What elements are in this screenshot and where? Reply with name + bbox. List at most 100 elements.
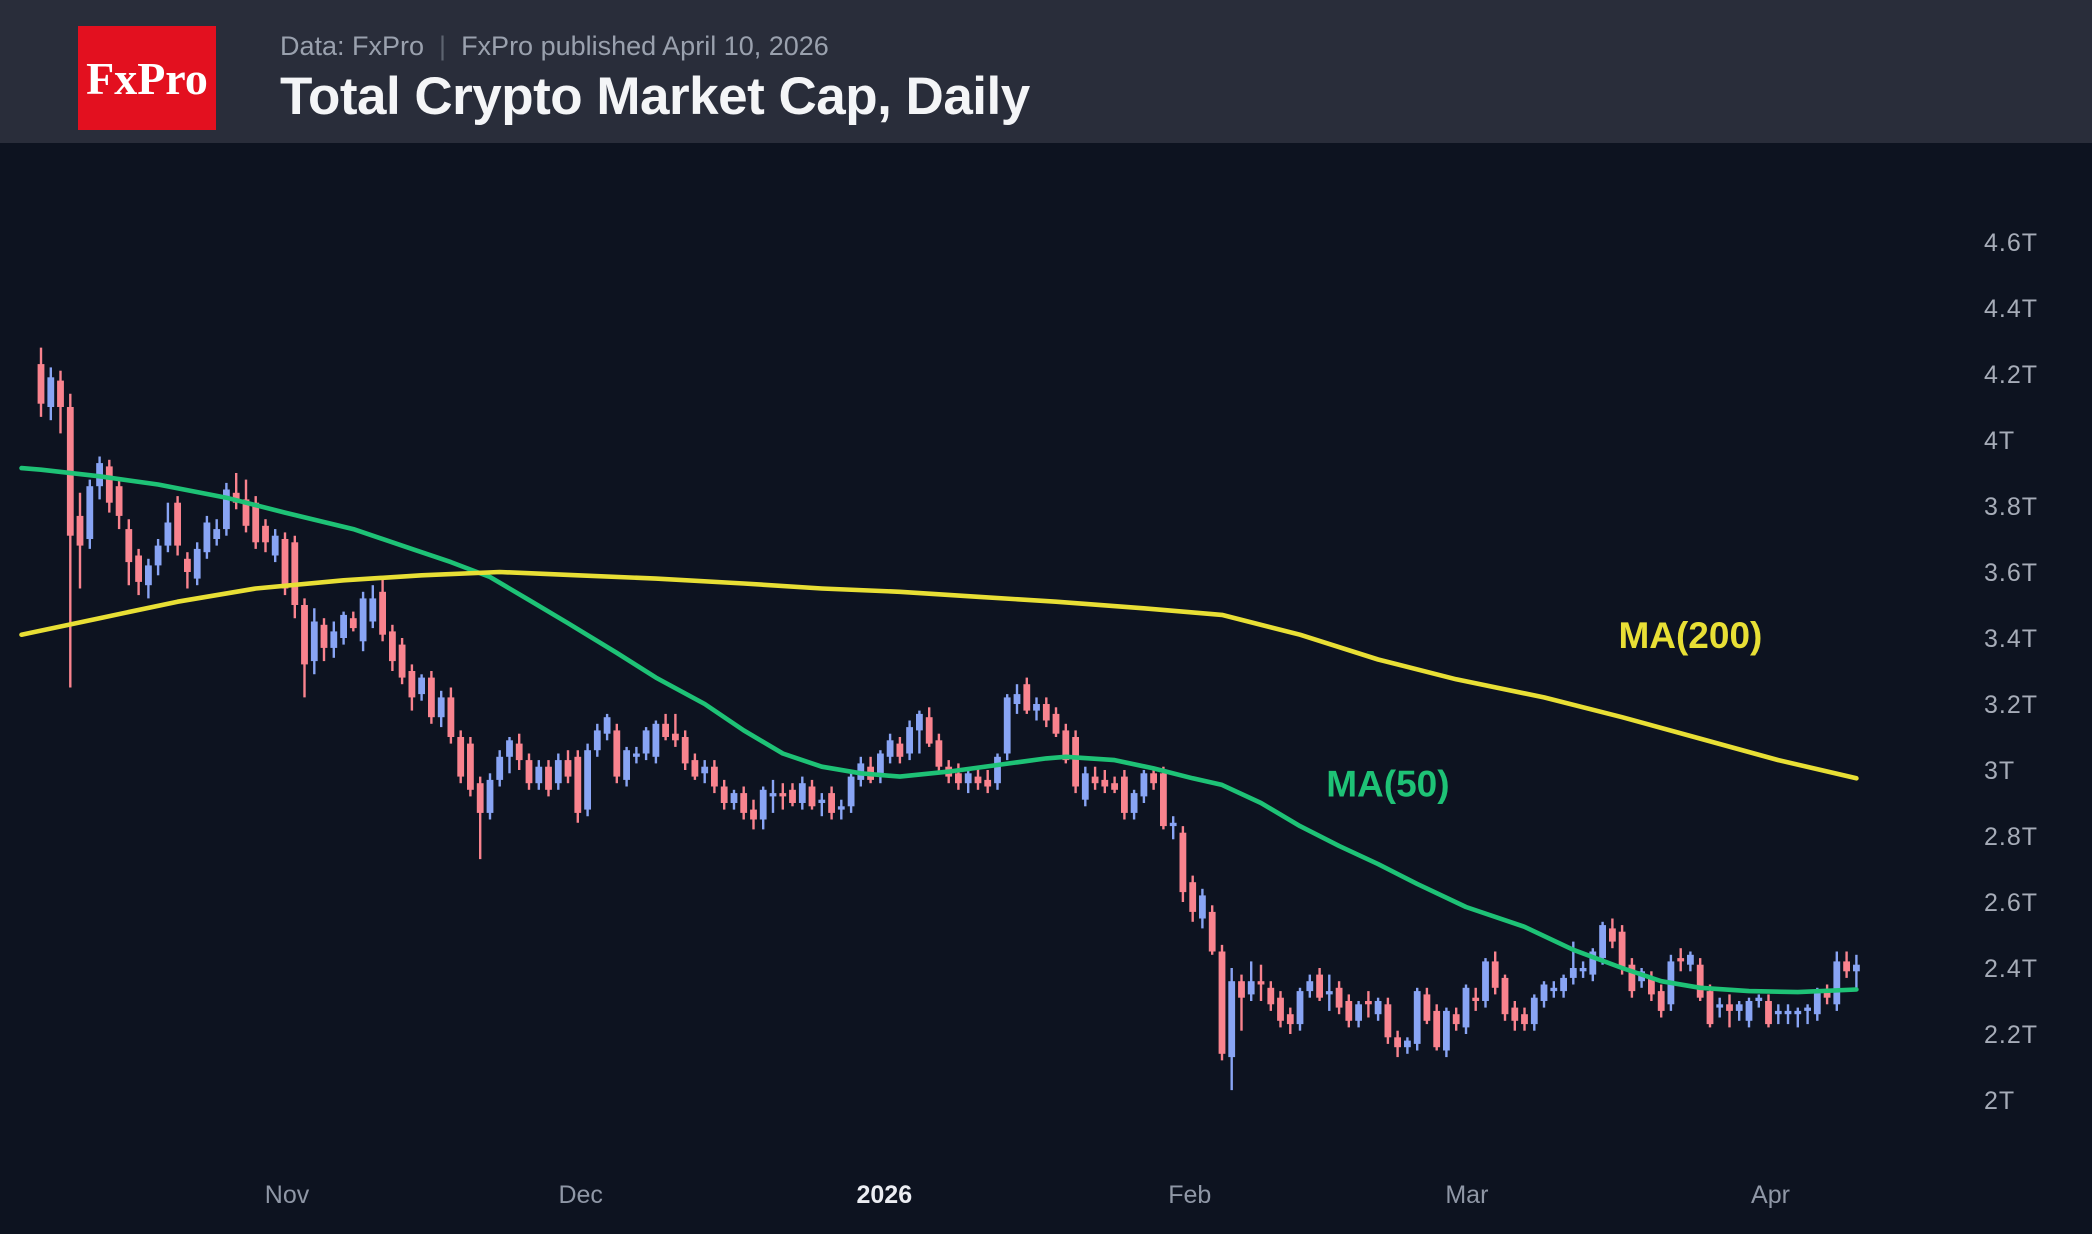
y-axis-label: 3.2T xyxy=(1984,691,2038,719)
candle-body-up xyxy=(1247,981,1255,995)
candle-body-down xyxy=(935,740,943,767)
candle-body-up xyxy=(554,760,562,784)
candle-body-up xyxy=(223,489,230,530)
candle-body-up xyxy=(1589,951,1597,975)
candle-body-down xyxy=(925,717,933,744)
ma200-line xyxy=(19,569,1859,781)
candle-body-down xyxy=(184,558,191,572)
candle-body-up xyxy=(271,535,279,556)
candle-body-down xyxy=(672,733,679,741)
candle-body-down xyxy=(1062,730,1070,761)
candle-body-down xyxy=(974,776,982,784)
candle-body-up xyxy=(994,756,1001,784)
y-axis-label: 3.6T xyxy=(1984,559,2038,587)
x-axis-label: Mar xyxy=(1445,1181,1488,1209)
candle-body-up xyxy=(1755,997,1763,1001)
candle-body-down xyxy=(1072,737,1079,787)
candle-body-down xyxy=(789,789,796,803)
candle-body-up xyxy=(1794,1010,1802,1015)
candle-body-down xyxy=(1267,987,1275,1005)
ma50-label: MA(50) xyxy=(1326,763,1449,804)
candle-body-down xyxy=(515,743,523,761)
candle-body-down xyxy=(320,624,328,648)
x-axis-label: 2026 xyxy=(856,1181,912,1209)
candle-body-up xyxy=(642,730,650,754)
x-axis-label: Nov xyxy=(265,1181,310,1209)
candle-body-down xyxy=(525,760,533,784)
candle-body-down xyxy=(125,529,133,563)
candle-body-down xyxy=(1257,981,1265,985)
y-axis-label: 2.2T xyxy=(1984,1021,2038,1049)
candle-body-up xyxy=(1853,964,1860,972)
candle-body-down xyxy=(1452,1014,1460,1025)
header-text-block: Data: FxPro | FxPro published April 10, 20… xyxy=(280,32,1030,125)
candle-body-down xyxy=(613,730,621,777)
candle-body-up xyxy=(1199,895,1206,919)
candle-body-up xyxy=(798,783,806,803)
chart-title: Total Crypto Market Cap, Daily xyxy=(280,67,1030,126)
candle-body-down xyxy=(1111,783,1118,790)
candle-body-down xyxy=(1121,776,1128,813)
candle-body-up xyxy=(496,756,504,780)
candle-body-down xyxy=(1042,704,1050,721)
candle-body-up xyxy=(1355,1004,1362,1021)
candle-body-down xyxy=(1208,911,1216,952)
candle-body-down xyxy=(545,766,552,790)
candle-body-down xyxy=(457,737,465,777)
candle-body-down xyxy=(467,743,474,790)
y-axis-label: 4T xyxy=(1984,427,2015,455)
candle-body-up xyxy=(1599,925,1606,959)
candle-body-up xyxy=(837,806,845,810)
candle-body-up xyxy=(1716,1004,1724,1008)
candle-body-down xyxy=(1384,1004,1392,1038)
candle-body-up xyxy=(1130,793,1138,813)
candle-body-up xyxy=(340,614,347,638)
candle-body-up xyxy=(1745,1001,1753,1021)
candle-body-up xyxy=(145,565,152,586)
candle-body-down xyxy=(281,539,289,589)
candle-body-down xyxy=(691,760,699,777)
candle-body-down xyxy=(1696,964,1704,998)
candle-body-down xyxy=(37,364,45,404)
candle-body-down xyxy=(1823,991,1831,998)
x-axis-label: Dec xyxy=(558,1181,602,1209)
candle-body-up xyxy=(886,740,894,757)
candle-body-up xyxy=(593,730,601,751)
candle-body-down xyxy=(1765,1001,1772,1025)
candle-body-down xyxy=(1179,832,1187,893)
candle-body-down xyxy=(1218,951,1226,1054)
candle-body-down xyxy=(408,671,416,698)
candle-body-up xyxy=(1296,991,1304,1025)
candle-body-up xyxy=(1774,1010,1782,1015)
candle-body-down xyxy=(105,466,113,503)
ma200-label: MA(200) xyxy=(1618,615,1762,656)
candle-body-down xyxy=(232,492,240,503)
candle-body-down xyxy=(428,677,435,718)
candle-body-down xyxy=(1521,1014,1528,1025)
candle-body-down xyxy=(389,631,396,662)
candle-body-up xyxy=(86,486,94,539)
candle-body-up xyxy=(154,545,162,566)
candle-body-down xyxy=(808,786,816,807)
candle-body-up xyxy=(1540,984,1548,1001)
candle-body-up xyxy=(437,697,445,718)
candle-body-up xyxy=(1833,961,1841,1005)
candle-body-down xyxy=(1150,773,1157,784)
candle-body-down xyxy=(1491,961,1499,988)
candle-body-up xyxy=(164,522,172,546)
candle-body-up xyxy=(1374,1001,1382,1015)
candle-body-up xyxy=(418,677,425,695)
candle-body-up xyxy=(730,793,738,803)
candle-body-up xyxy=(359,598,367,642)
candle-body-down xyxy=(1052,713,1060,734)
candle-body-down xyxy=(711,766,718,787)
candle-body-down xyxy=(1677,958,1685,962)
published-label: FxPro published April 10, 2026 xyxy=(461,31,829,61)
candle-body-up xyxy=(1784,1010,1792,1015)
y-axis-label: 2.8T xyxy=(1984,823,2038,851)
candle-body-up xyxy=(193,548,201,579)
candle-body-down xyxy=(720,786,728,803)
candle-body-up xyxy=(1813,991,1821,1015)
